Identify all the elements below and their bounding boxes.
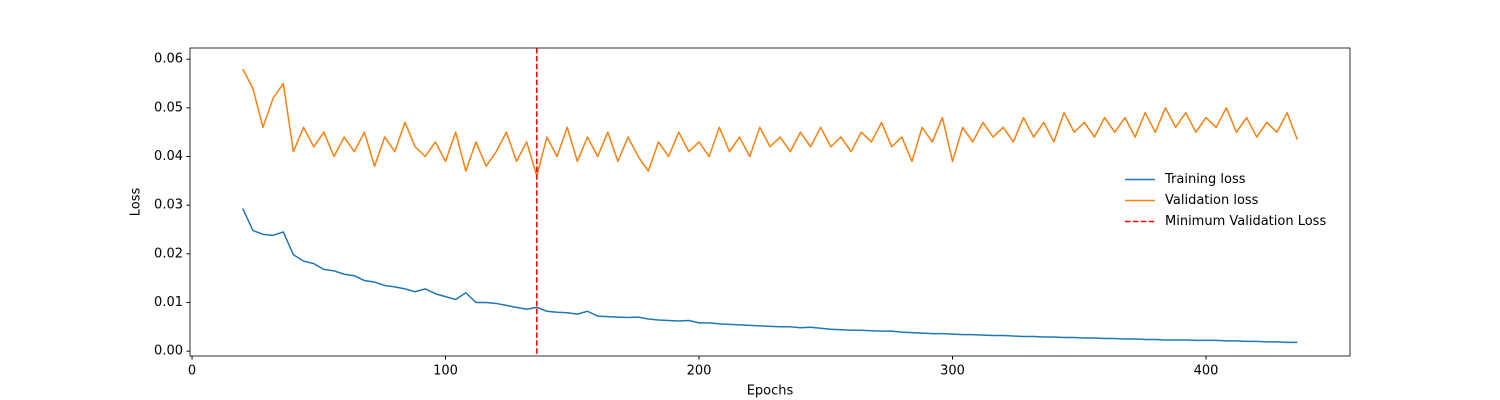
x-tick-label: 0 — [188, 364, 196, 379]
y-tick-label: 0.05 — [154, 100, 183, 115]
line-series — [242, 208, 1298, 344]
legend-label: Training loss — [1164, 172, 1246, 187]
x-axis-label: Epochs — [747, 384, 794, 399]
y-tick-label: 0.02 — [154, 246, 183, 261]
x-tick-label: 100 — [433, 364, 458, 379]
y-tick-label: 0.06 — [154, 52, 183, 67]
y-tick-label: 0.04 — [154, 149, 183, 164]
y-axis-label: Loss — [129, 188, 144, 217]
plot-frame — [189, 47, 1351, 357]
line-series — [242, 68, 1298, 177]
x-tick-label: 400 — [1194, 364, 1219, 379]
x-tick-label: 300 — [940, 364, 965, 379]
y-tick-label: 0.03 — [154, 198, 183, 213]
legend-label: Validation loss — [1165, 193, 1259, 208]
x-tick-label: 200 — [687, 364, 712, 379]
y-tick-label: 0.01 — [154, 295, 183, 310]
y-tick-label: 0.00 — [154, 344, 183, 359]
legend-label: Minimum Validation Loss — [1165, 214, 1326, 229]
